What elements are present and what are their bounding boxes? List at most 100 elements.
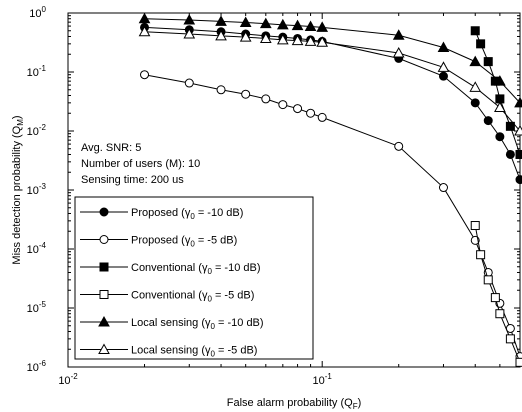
data-point [483, 116, 493, 126]
legend-marker [99, 235, 109, 244]
x-tick-label: 10-1 [313, 372, 333, 387]
data-point [483, 57, 493, 67]
x-axis-ticks: 10-2 10-1 [58, 13, 332, 387]
legend-label: Local sensing (γ0 = -10 dB) [131, 317, 264, 331]
data-point [514, 124, 522, 136]
data-point [437, 61, 450, 72]
data-point [505, 121, 515, 131]
data-point [494, 75, 506, 86]
data-point [470, 98, 480, 108]
data-point [515, 175, 522, 185]
data-point [505, 334, 515, 344]
y-tick-label: 10-6 [27, 359, 47, 374]
data-point [469, 81, 482, 92]
data-point [317, 112, 327, 122]
legend-label: Proposed (γ0 = -10 dB) [131, 207, 243, 221]
annotation-sensing-time: Sensing time: 200 us [81, 174, 184, 186]
data-point [483, 275, 493, 285]
y-tick-label: 10-2 [27, 123, 47, 138]
x-axis-label: False alarm probability (QF) [227, 397, 362, 411]
series-6 [138, 25, 522, 136]
legend-marker [99, 207, 109, 217]
data-point [392, 29, 405, 40]
legend-entry-2: Proposed (γ0 = -5 dB) [80, 235, 237, 249]
data-point [316, 21, 329, 32]
legend-box [74, 196, 314, 360]
legend-entry-6: Local sensing (γ0 = -5 dB) [80, 343, 257, 359]
data-point [183, 28, 196, 39]
data-point [138, 12, 151, 24]
data-point [470, 26, 480, 36]
series-line [144, 74, 521, 357]
legend-marker [98, 315, 110, 327]
data-point [215, 15, 227, 26]
data-point [291, 19, 304, 31]
y-axis-ticks: 100 10-1 10-2 10-3 10-4 10-5 10-6 [27, 5, 520, 374]
data-point [437, 41, 450, 53]
data-point [216, 85, 226, 95]
data-point [469, 55, 482, 67]
series-3 [470, 26, 522, 159]
legend-entry-5: Local sensing (γ0 = -10 dB) [80, 315, 264, 331]
data-point [514, 96, 522, 108]
data-point [438, 183, 448, 193]
data-point [490, 293, 500, 303]
legend-entry-4: Conventional (γ0 = -5 dB) [80, 290, 254, 304]
data-point [278, 100, 288, 110]
data-point [394, 141, 404, 151]
y-tick-label: 100 [29, 5, 46, 20]
data-point [183, 14, 196, 25]
data-point [184, 78, 194, 88]
legend: Proposed (γ0 = -10 dB) Proposed (γ0 = -5 … [74, 196, 314, 360]
data-point [215, 29, 227, 41]
data-point [495, 309, 505, 319]
x-tick-label: 10-2 [58, 372, 78, 387]
data-point [140, 70, 150, 80]
data-point [515, 149, 522, 159]
data-point [306, 108, 316, 118]
data-point [259, 17, 272, 29]
data-point [293, 104, 303, 114]
data-point [138, 25, 151, 37]
data-point [259, 32, 272, 43]
data-point [241, 89, 251, 99]
series-line [144, 18, 521, 104]
legend-label: Conventional (γ0 = -10 dB) [131, 262, 261, 276]
data-point [276, 18, 289, 30]
annotation-snr: Avg. SNR: 5 [81, 142, 141, 154]
data-point [304, 35, 317, 46]
data-point [304, 20, 317, 32]
data-point [505, 149, 515, 159]
legend-label: Conventional (γ0 = -5 dB) [131, 290, 254, 304]
data-point [291, 34, 304, 46]
y-tick-label: 10-5 [27, 300, 47, 315]
data-point [239, 31, 252, 42]
legend-entry-3: Conventional (γ0 = -10 dB) [80, 262, 261, 276]
legend-marker [99, 290, 109, 299]
data-point [239, 16, 252, 28]
series-line [144, 26, 521, 180]
series-layer [138, 12, 522, 367]
series-5 [138, 12, 522, 108]
annotation-block: Avg. SNR: 5 Number of users (M): 10 Sens… [81, 142, 200, 186]
data-point [470, 221, 480, 231]
data-point [515, 357, 522, 367]
series-4 [470, 221, 522, 367]
y-tick-label: 10-1 [27, 64, 47, 79]
data-point [276, 33, 289, 45]
data-point [495, 132, 505, 142]
annotation-users: Number of users (M): 10 [81, 158, 200, 170]
data-point [476, 250, 486, 260]
data-point [392, 46, 405, 58]
data-point [476, 39, 486, 49]
data-point [494, 101, 506, 113]
data-point [261, 94, 271, 104]
legend-marker [98, 343, 110, 354]
y-tick-label: 10-4 [27, 241, 47, 256]
legend-label: Proposed (γ0 = -5 dB) [131, 235, 237, 249]
legend-marker [99, 262, 109, 272]
data-point [316, 36, 329, 47]
legend-label: Local sensing (γ0 = -5 dB) [131, 345, 257, 359]
y-axis-label: Miss detection probability (QM) [11, 115, 25, 264]
data-point [438, 71, 448, 81]
